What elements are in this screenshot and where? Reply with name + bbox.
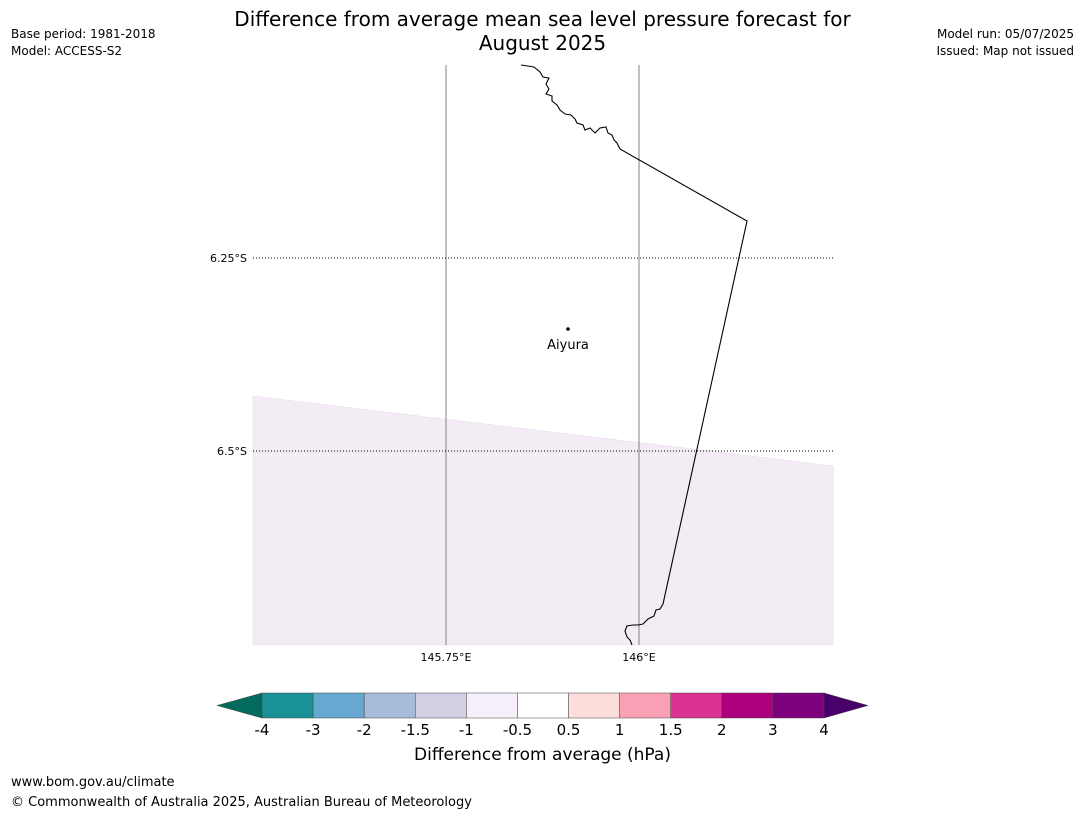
colorbar-tick-label: -3 (306, 721, 321, 739)
colorbar: -4 -3 -2 -1.5 -1 -0.5 0.5 1 1.5 2 3 4 (216, 692, 869, 739)
colorbar-tick-label: 3 (768, 721, 778, 739)
colorbar-tick-label: -2 (357, 721, 372, 739)
colorbar-bin (415, 692, 467, 719)
colorbar-tick-label: 1.5 (659, 721, 683, 739)
colorbar-bin (517, 692, 569, 719)
map-title: Difference from average mean sea level p… (0, 7, 1085, 55)
colorbar-bin (363, 692, 416, 719)
anomaly-fill-region (252, 395, 834, 646)
colorbar-bin (619, 692, 671, 719)
colorbar-bin (466, 692, 518, 719)
lon-label-145-75e: 145.75°E (421, 651, 472, 664)
colorbar-tick-label: 2 (717, 721, 727, 739)
colorbar-low-extension (216, 692, 263, 719)
colorbar-tick-label: -1 (459, 721, 474, 739)
aiyura-marker (566, 327, 570, 331)
colorbar-tick-label: 4 (819, 721, 829, 739)
model-text: Model: ACCESS-S2 (11, 44, 123, 58)
colorbar-high-extension (823, 692, 869, 719)
footer-url: www.bom.gov.au/climate (11, 775, 175, 790)
base-period-text: Base period: 1981-2018 (11, 27, 156, 41)
colorbar-bin (261, 692, 314, 719)
colorbar-tick-label: -4 (255, 721, 270, 739)
colorbar-tick-label: 0.5 (557, 721, 581, 739)
coastline (520, 64, 748, 646)
aiyura-label: Aiyura (547, 338, 589, 353)
lat-label-6-5s: 6.5°S (217, 445, 247, 458)
colorbar-label: Difference from average (hPa) (414, 745, 671, 765)
colorbar-bin (312, 692, 365, 719)
colorbar-tick-label: 1 (615, 721, 625, 739)
issued-text: Issued: Map not issued (936, 44, 1074, 58)
lat-label-6-25s: 6.25°S (210, 252, 247, 265)
lon-label-146e: 146°E (622, 651, 655, 664)
colorbar-tick-label: -0.5 (503, 721, 532, 739)
colorbar-bin (721, 692, 774, 719)
footer-copyright: © Commonwealth of Australia 2025, Austra… (11, 795, 472, 810)
model-run-text: Model run: 05/07/2025 (936, 27, 1074, 41)
title-line-1: Difference from average mean sea level p… (234, 7, 851, 31)
colorbar-tick-label: -1.5 (401, 721, 430, 739)
colorbar-bin (670, 692, 723, 719)
colorbar-bin (772, 692, 825, 719)
title-line-2: August 2025 (478, 31, 607, 55)
colorbar-bin (568, 692, 620, 719)
